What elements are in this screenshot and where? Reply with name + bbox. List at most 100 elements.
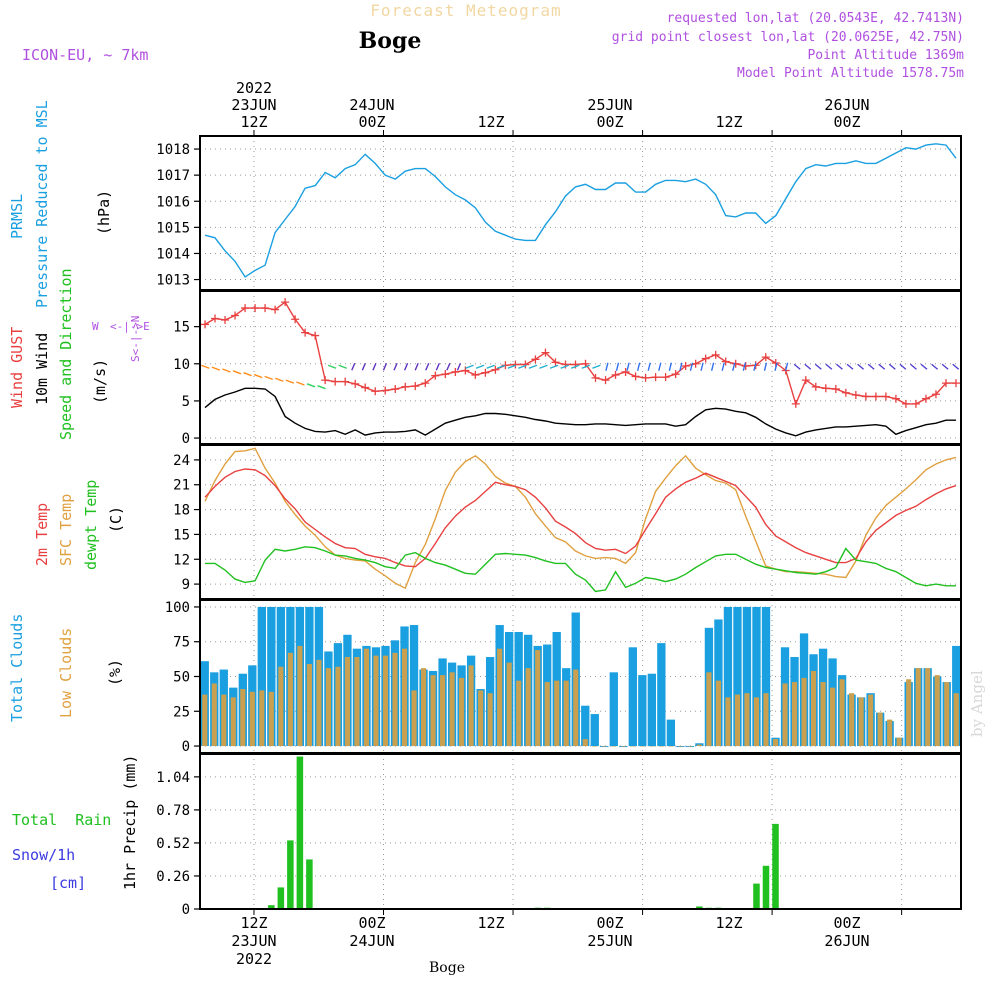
gust-marker	[331, 377, 340, 386]
gust-marker	[841, 388, 850, 397]
gust-marker	[531, 355, 540, 364]
low-cloud-bar	[382, 655, 389, 747]
wind-panel-labels: Wind GUST 10m Wind Speed and Direction (…	[8, 268, 150, 440]
low-cloud-bar	[221, 694, 227, 747]
bottom-day-label-1: 23JUN	[231, 932, 276, 950]
low-cloud-bar	[344, 657, 350, 747]
low-cloud-bar	[430, 675, 436, 747]
low-cloud-bar	[516, 680, 522, 747]
low-cloud-bar	[944, 682, 950, 747]
gust-marker	[481, 368, 490, 377]
low-cloud-bar	[715, 680, 721, 747]
wind-arrow	[636, 362, 641, 371]
pressure-panel-labels: PRMSL Pressure Reduced to MSL (hPa)	[8, 100, 113, 308]
gust-marker	[811, 382, 820, 391]
low-cloud-bar	[506, 662, 512, 747]
low-cloud-bar	[363, 648, 370, 747]
wind-arrow	[689, 362, 694, 371]
wind-arrow	[549, 364, 559, 369]
low-cloud-bar	[420, 668, 427, 747]
temperature-panel-labels: 2m Temp SFC Temp dewpt Temp (C)	[33, 480, 125, 570]
wind-arrow	[306, 383, 316, 388]
precipitation-ytick-label-0: 0	[182, 902, 190, 918]
low-cloud-bar	[763, 693, 769, 747]
pressure-ytick-label-3: 1016	[156, 194, 190, 210]
wind-arrow	[825, 363, 833, 370]
temperature-ytick-label-3: 18	[173, 503, 190, 519]
gust-marker	[251, 304, 260, 313]
wind-arrow	[605, 362, 609, 371]
wind-arrow	[425, 362, 430, 371]
clouds-ytick-label-1: 25	[173, 704, 190, 720]
wind-arrow	[338, 364, 347, 369]
compass-vertical: S<-|->N	[129, 316, 142, 362]
gust-marker	[601, 376, 610, 385]
pressure-ytick-label-5: 1018	[156, 142, 190, 158]
wind-10m-line	[204, 387, 956, 437]
gust-marker	[461, 366, 470, 375]
temperature-ytick-label-0: 9	[182, 577, 190, 593]
gust-marker	[231, 311, 240, 320]
wind-gust-line	[204, 301, 956, 406]
wind-arrow	[528, 364, 538, 369]
gust-marker	[381, 386, 390, 395]
wind-ytick-label-2: 10	[173, 357, 190, 373]
gust-marker	[411, 382, 420, 391]
low-cloud-bar	[497, 648, 503, 747]
gust-marker	[541, 348, 550, 357]
low-cloud-bar	[573, 669, 579, 747]
gust-marker	[281, 298, 290, 307]
wind-arrow	[626, 362, 630, 371]
wind-arrow	[658, 362, 662, 371]
wind-arrow	[857, 363, 865, 370]
wind-arrow	[435, 362, 440, 371]
low-cloud-bar	[801, 677, 807, 747]
low-cloud-bar	[839, 679, 845, 747]
low-cloud-bar	[240, 689, 246, 747]
wind-arrow	[700, 362, 704, 371]
wind-arrow	[753, 362, 757, 371]
gust-marker	[311, 331, 320, 340]
low-cloud-bar	[535, 650, 541, 747]
wind-arrow	[814, 363, 822, 370]
wind-arrow	[710, 362, 715, 371]
low-cloud-bar	[411, 690, 417, 747]
wind-arrow	[275, 377, 284, 382]
wind-arrow	[570, 364, 580, 369]
top-hour-label-2: 00Z	[358, 113, 385, 131]
low-cloud-bar	[325, 668, 331, 747]
low-cloud-bar	[896, 737, 902, 747]
gust-marker	[391, 385, 400, 394]
low-cloud-bar	[316, 659, 322, 747]
temperature-ytick-label-5: 24	[173, 453, 190, 469]
temp-sfc-line	[204, 447, 957, 590]
low-cloud-bar	[211, 683, 217, 747]
gust-marker	[401, 382, 410, 391]
low-cloud-bar	[820, 682, 826, 747]
wind-arrow	[361, 362, 366, 371]
low-cloud-bar	[487, 693, 493, 747]
clouds-ytick-label-4: 100	[165, 600, 190, 616]
total-cloud-bar	[733, 606, 742, 747]
clouds-ytick-label-2: 50	[173, 670, 190, 686]
top-hour-label-1: 12Z	[240, 113, 267, 131]
low-cloud-bar	[278, 666, 284, 747]
low-cloud-bar	[953, 693, 959, 747]
precip-panel-labels: Total Rain Snow/1h [cm] 1hr Precip (mm)	[12, 755, 139, 892]
gust-marker	[901, 399, 910, 408]
low-cloud-bar	[791, 682, 798, 747]
bottom-hour-label-1: 12Z	[240, 914, 267, 932]
wind-arrow	[742, 362, 747, 371]
wind-arrow	[846, 363, 854, 370]
wind-arrow	[446, 362, 451, 371]
header-title: Forecast Meteogram	[370, 1, 561, 20]
wind-label-10m: 10m Wind	[33, 333, 51, 405]
gust-marker	[791, 399, 800, 408]
wind-arrow	[878, 363, 886, 370]
low-cloud-bar	[525, 668, 531, 747]
low-cloud-bar	[687, 746, 693, 747]
wind-arrow	[836, 363, 843, 370]
gust-marker	[801, 376, 810, 385]
low-cloud-bar	[658, 746, 664, 747]
wind-arrow	[952, 363, 960, 370]
